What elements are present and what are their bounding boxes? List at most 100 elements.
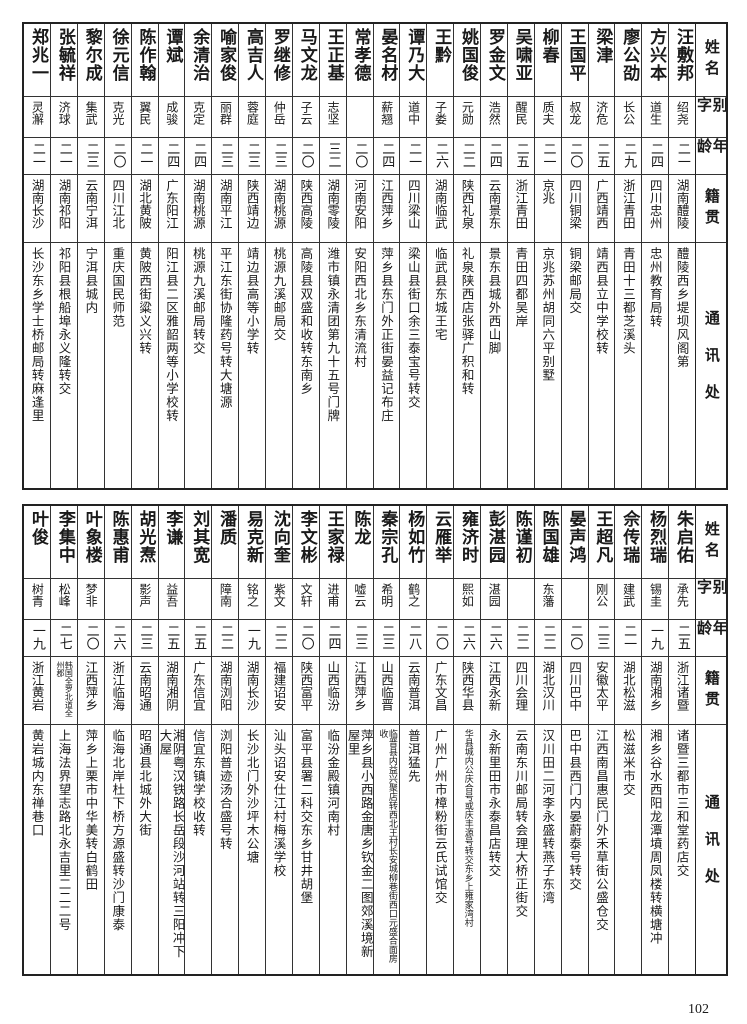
cell-address: 云南东川邮局转会理大桥正街交 bbox=[508, 725, 534, 974]
person-alias: 绍尧 bbox=[675, 101, 690, 125]
cell-address: 巴中县西门内晏蔚泰号转交 bbox=[562, 725, 588, 974]
cell-alias: 薪翘 bbox=[373, 97, 400, 138]
cell-address: 江西南昌惠民门外禾草街公盛仓交 bbox=[589, 725, 615, 974]
cell-alias: 长公 bbox=[615, 97, 642, 138]
person-native: 浙江黄岩 bbox=[29, 661, 45, 711]
cell-address: 京兆苏州胡同六平别墅 bbox=[535, 243, 561, 488]
cell-native: 湖北汉川 bbox=[534, 657, 561, 725]
person-name: 陈龙 bbox=[350, 510, 371, 546]
person-age: 二一 bbox=[29, 142, 45, 168]
person-address: 桃源九溪邮局转交 bbox=[190, 247, 206, 355]
person-name: 潘质 bbox=[216, 510, 237, 546]
person-column: 云雁举 二〇 广东文昌 广州广州市樟粉街云氏试馆交 bbox=[426, 506, 454, 974]
cell-address: 梁山县街口余三泰宝号转交 bbox=[400, 243, 426, 488]
person-name: 郑兆一 bbox=[27, 28, 48, 82]
person-address: 华县城内公庆合号或庆丰源号转交东乡上雍家湾村 bbox=[462, 729, 473, 927]
person-address: 临晋县内益兴聚店转西北王村长安城柳巷街西口元盛合面房收 bbox=[377, 729, 397, 963]
person-address: 永新里田市永泰昌店转交 bbox=[486, 729, 502, 878]
person-name: 陈国雄 bbox=[538, 510, 559, 564]
person-address: 广州广州市樟粉街云氏试馆交 bbox=[432, 729, 448, 905]
cell-age: 二五 bbox=[158, 620, 185, 657]
person-native: 陕西礼泉 bbox=[459, 179, 475, 229]
person-address: 青田四都吴岸 bbox=[513, 247, 529, 328]
person-native: 广东阳江 bbox=[164, 179, 179, 229]
cell-name: 彭湛园 bbox=[481, 506, 507, 579]
header-label-alias: 别字 bbox=[696, 97, 726, 118]
person-native: 陕西富平 bbox=[298, 661, 314, 711]
person-name: 廖公劭 bbox=[619, 28, 640, 82]
person-address: 湘阴粤汉铁路长岳段沙河站转三阳冲下大屋 bbox=[158, 729, 185, 959]
person-alias: 希明 bbox=[379, 583, 394, 607]
cell-native: 广东信宜 bbox=[185, 657, 212, 725]
person-native: 韩国全罗北道全州郡 bbox=[55, 661, 74, 717]
cell-name: 佘传瑞 bbox=[615, 506, 642, 579]
person-name: 吴啸亚 bbox=[511, 28, 532, 82]
person-age: 二六 bbox=[433, 142, 448, 168]
cell-age: 二六 bbox=[481, 620, 507, 657]
person-native: 湖南长沙 bbox=[244, 661, 260, 711]
person-alias: 松峰 bbox=[57, 583, 72, 607]
cell-address: 普洱猛先 bbox=[400, 725, 426, 974]
person-address: 长沙北门外沙坪木公塘 bbox=[244, 729, 260, 864]
person-name: 徐元信 bbox=[108, 28, 129, 82]
person-name: 姚国俊 bbox=[457, 28, 478, 82]
cell-alias: 蓉庭 bbox=[239, 97, 265, 138]
cell-age: 二三 bbox=[212, 138, 239, 175]
cell-native: 云南景东 bbox=[481, 175, 507, 243]
person-column: 叶俊 树青 一九 浙江黄岩 黄岩城内东禅巷口 bbox=[24, 506, 50, 974]
person-alias: 鹤之 bbox=[406, 583, 421, 607]
cell-native: 浙江临海 bbox=[104, 657, 131, 725]
cell-age: 二〇 bbox=[292, 138, 319, 175]
person-age: 二三 bbox=[271, 142, 287, 168]
header-label-native: 籍贯 bbox=[702, 669, 721, 712]
person-alias: 建武 bbox=[621, 583, 636, 607]
person-native: 浙江青田 bbox=[513, 179, 529, 229]
cell-alias: 熙如 bbox=[454, 579, 480, 620]
person-column: 谭斌 成骏 二四 广东阳江 阳江县二区雅韶两等小学校转 bbox=[157, 24, 185, 488]
person-alias: 东藩 bbox=[540, 583, 555, 607]
person-name: 李集中 bbox=[54, 510, 75, 564]
person-native: 云南景东 bbox=[486, 179, 502, 229]
cell-address: 湘乡谷水西阳龙潭墳周凤楼转横塘冲 bbox=[642, 725, 668, 974]
cell-name: 罗继修 bbox=[266, 24, 292, 97]
person-alias: 翼民 bbox=[137, 101, 152, 125]
cell-age: 二三 bbox=[131, 620, 158, 657]
person-column: 李谦 益吾 二五 湖南湘阴 湘阴粤汉铁路长岳段沙河站转三阳冲下大屋 bbox=[157, 506, 185, 974]
cell-age: 二一 bbox=[24, 138, 50, 175]
cell-age: 三二 bbox=[319, 138, 346, 175]
cell-address: 临武县东城王宅 bbox=[427, 243, 453, 488]
person-address: 宁洱县城内 bbox=[83, 247, 99, 315]
person-age: 二四 bbox=[164, 142, 180, 168]
header-cell-native: 籍贯 bbox=[696, 175, 726, 243]
person-name: 叶象楼 bbox=[81, 510, 102, 564]
cell-address: 长沙北门外沙坪木公塘 bbox=[239, 725, 265, 974]
person-name: 王家禄 bbox=[323, 510, 344, 564]
person-age: 二九 bbox=[621, 142, 637, 168]
person-alias: 湛园 bbox=[487, 583, 502, 607]
person-column: 潘质 障南 二二 湖南浏阳 浏阳普迹汤合盛号转 bbox=[211, 506, 239, 974]
cell-age: 二四 bbox=[481, 138, 507, 175]
cell-age: 二一 bbox=[615, 620, 642, 657]
person-native: 云南宁洱 bbox=[83, 179, 99, 229]
person-name: 沈向奎 bbox=[269, 510, 290, 564]
person-native: 四川忠州 bbox=[647, 179, 663, 229]
header-label-alias: 别字 bbox=[696, 579, 726, 600]
person-alias: 道生 bbox=[648, 101, 663, 125]
person-address: 萍乡县东门外正街晏益记布庄 bbox=[379, 247, 394, 423]
cell-name: 王家禄 bbox=[319, 506, 346, 579]
person-native: 湖南桃源 bbox=[190, 179, 206, 229]
person-address: 临武县东城王宅 bbox=[432, 247, 448, 342]
person-name: 余清治 bbox=[189, 28, 210, 82]
cell-name: 王超凡 bbox=[588, 506, 615, 579]
person-column: 王正基 志坚 三二 湖南零陵 潍市镇永清团第九十五号门牌 bbox=[318, 24, 346, 488]
cell-native: 广西靖西 bbox=[588, 175, 615, 243]
person-age: 二〇 bbox=[567, 142, 583, 168]
person-age: 二一 bbox=[674, 142, 690, 168]
person-address: 诸暨三都市三和堂药店交 bbox=[674, 729, 690, 878]
cell-alias: 嘘云 bbox=[346, 579, 373, 620]
person-column: 易克新 铭之 一九 湖南长沙 长沙北门外沙坪木公塘 bbox=[238, 506, 265, 974]
person-alias: 刚公 bbox=[594, 583, 609, 607]
cell-alias: 济球 bbox=[51, 97, 77, 138]
cell-native: 江西萍乡 bbox=[77, 657, 104, 725]
cell-age: 一九 bbox=[239, 620, 265, 657]
